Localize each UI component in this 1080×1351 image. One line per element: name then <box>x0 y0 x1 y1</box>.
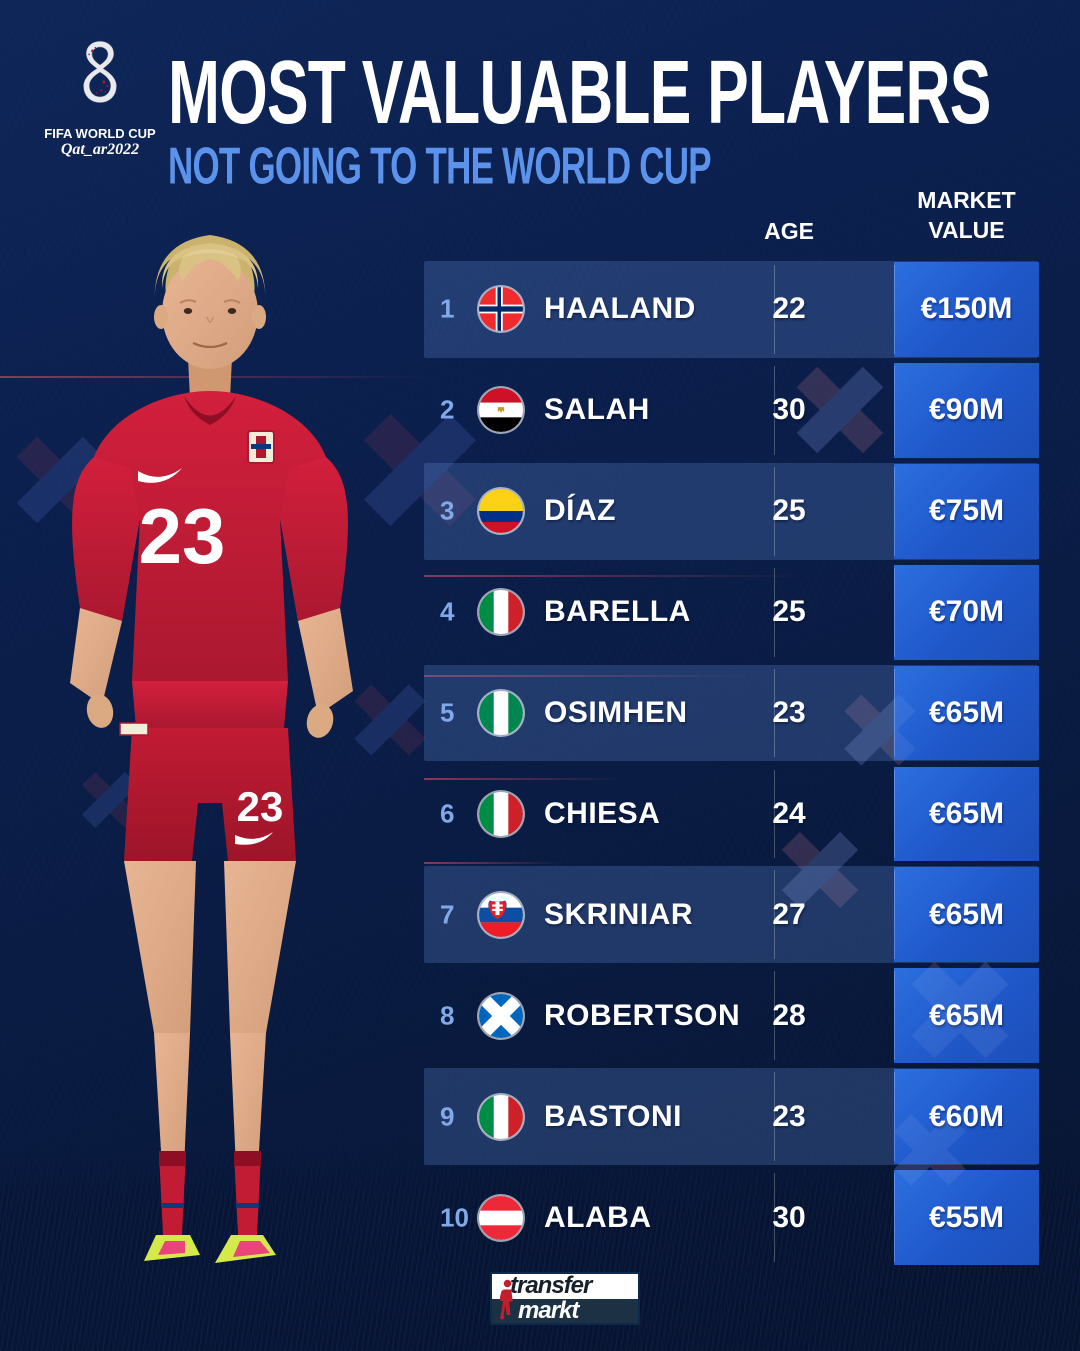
svg-text:23: 23 <box>139 492 226 580</box>
svg-text:23: 23 <box>237 783 284 830</box>
